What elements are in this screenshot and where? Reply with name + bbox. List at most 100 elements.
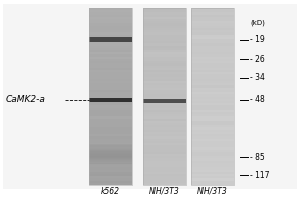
Bar [142, 34, 186, 37]
Bar [190, 178, 234, 181]
Bar [142, 140, 186, 143]
Bar [142, 107, 186, 110]
Bar [190, 182, 234, 185]
Bar [142, 154, 186, 156]
Bar [142, 16, 186, 19]
Bar [142, 118, 186, 121]
Bar [142, 96, 186, 99]
Bar [88, 143, 132, 145]
Bar [88, 161, 132, 162]
Bar [142, 143, 186, 145]
Text: NIH/3T3: NIH/3T3 [197, 186, 228, 196]
Bar [142, 83, 186, 85]
Bar [88, 149, 132, 150]
Bar [142, 32, 186, 35]
Bar [142, 167, 186, 170]
Bar [88, 32, 132, 35]
Bar [142, 54, 186, 57]
Bar [88, 158, 132, 159]
Bar [142, 78, 186, 81]
Bar [88, 151, 132, 154]
Bar [190, 162, 234, 165]
Bar [88, 107, 132, 110]
Bar [88, 127, 132, 130]
Bar [88, 30, 132, 32]
Bar [190, 89, 234, 92]
Bar [88, 132, 132, 134]
Bar [190, 109, 234, 112]
Bar [88, 76, 132, 79]
Bar [190, 129, 234, 132]
Text: k562: k562 [101, 186, 120, 196]
Bar [88, 134, 132, 136]
Bar [190, 21, 234, 23]
Bar [88, 45, 132, 48]
Bar [142, 136, 186, 139]
Bar [88, 28, 132, 30]
Bar [88, 43, 132, 46]
Bar [88, 50, 132, 52]
Bar [88, 16, 132, 19]
Bar [88, 94, 132, 97]
Bar [142, 94, 186, 97]
Bar [142, 25, 186, 28]
Bar [88, 154, 132, 156]
Bar [88, 47, 132, 50]
Bar [190, 174, 234, 176]
Bar [88, 14, 132, 17]
Bar [88, 167, 132, 170]
Bar [88, 171, 132, 174]
Bar [190, 125, 234, 127]
Bar [88, 101, 132, 103]
Bar [142, 52, 186, 54]
Bar [190, 147, 234, 150]
Bar [88, 8, 132, 10]
Bar [190, 101, 234, 103]
Bar [88, 12, 132, 15]
Bar [88, 118, 132, 121]
Bar [88, 23, 132, 26]
Bar [88, 146, 132, 147]
Bar [142, 12, 186, 15]
Bar [190, 72, 234, 74]
Bar [190, 105, 234, 108]
Bar [88, 63, 132, 66]
Bar [142, 76, 186, 79]
Bar [142, 21, 186, 23]
Bar [88, 85, 132, 88]
Text: - 48: - 48 [250, 96, 265, 104]
Bar [190, 83, 234, 85]
Bar [88, 67, 132, 70]
Bar [88, 19, 132, 21]
Bar [142, 171, 186, 174]
Bar [190, 34, 234, 37]
Bar [142, 156, 186, 158]
Bar [190, 158, 234, 161]
Bar [88, 81, 132, 83]
Bar [190, 10, 234, 12]
Bar [88, 152, 132, 153]
Bar [88, 8, 132, 185]
Bar [88, 145, 132, 146]
Bar [142, 8, 186, 185]
Bar [190, 114, 234, 116]
Bar [88, 144, 132, 145]
Bar [142, 43, 186, 46]
Bar [142, 116, 186, 119]
Bar [88, 70, 132, 72]
Bar [190, 136, 234, 139]
Bar [190, 45, 234, 48]
Bar [88, 162, 132, 163]
Bar [88, 10, 132, 12]
Bar [142, 103, 186, 105]
Bar [142, 149, 186, 152]
Bar [190, 154, 234, 156]
Bar [88, 162, 132, 165]
Bar [88, 165, 132, 167]
Bar [142, 81, 186, 83]
Bar [88, 96, 132, 99]
Bar [190, 138, 234, 141]
Bar [142, 50, 186, 52]
Bar [88, 54, 132, 57]
Bar [142, 125, 186, 127]
